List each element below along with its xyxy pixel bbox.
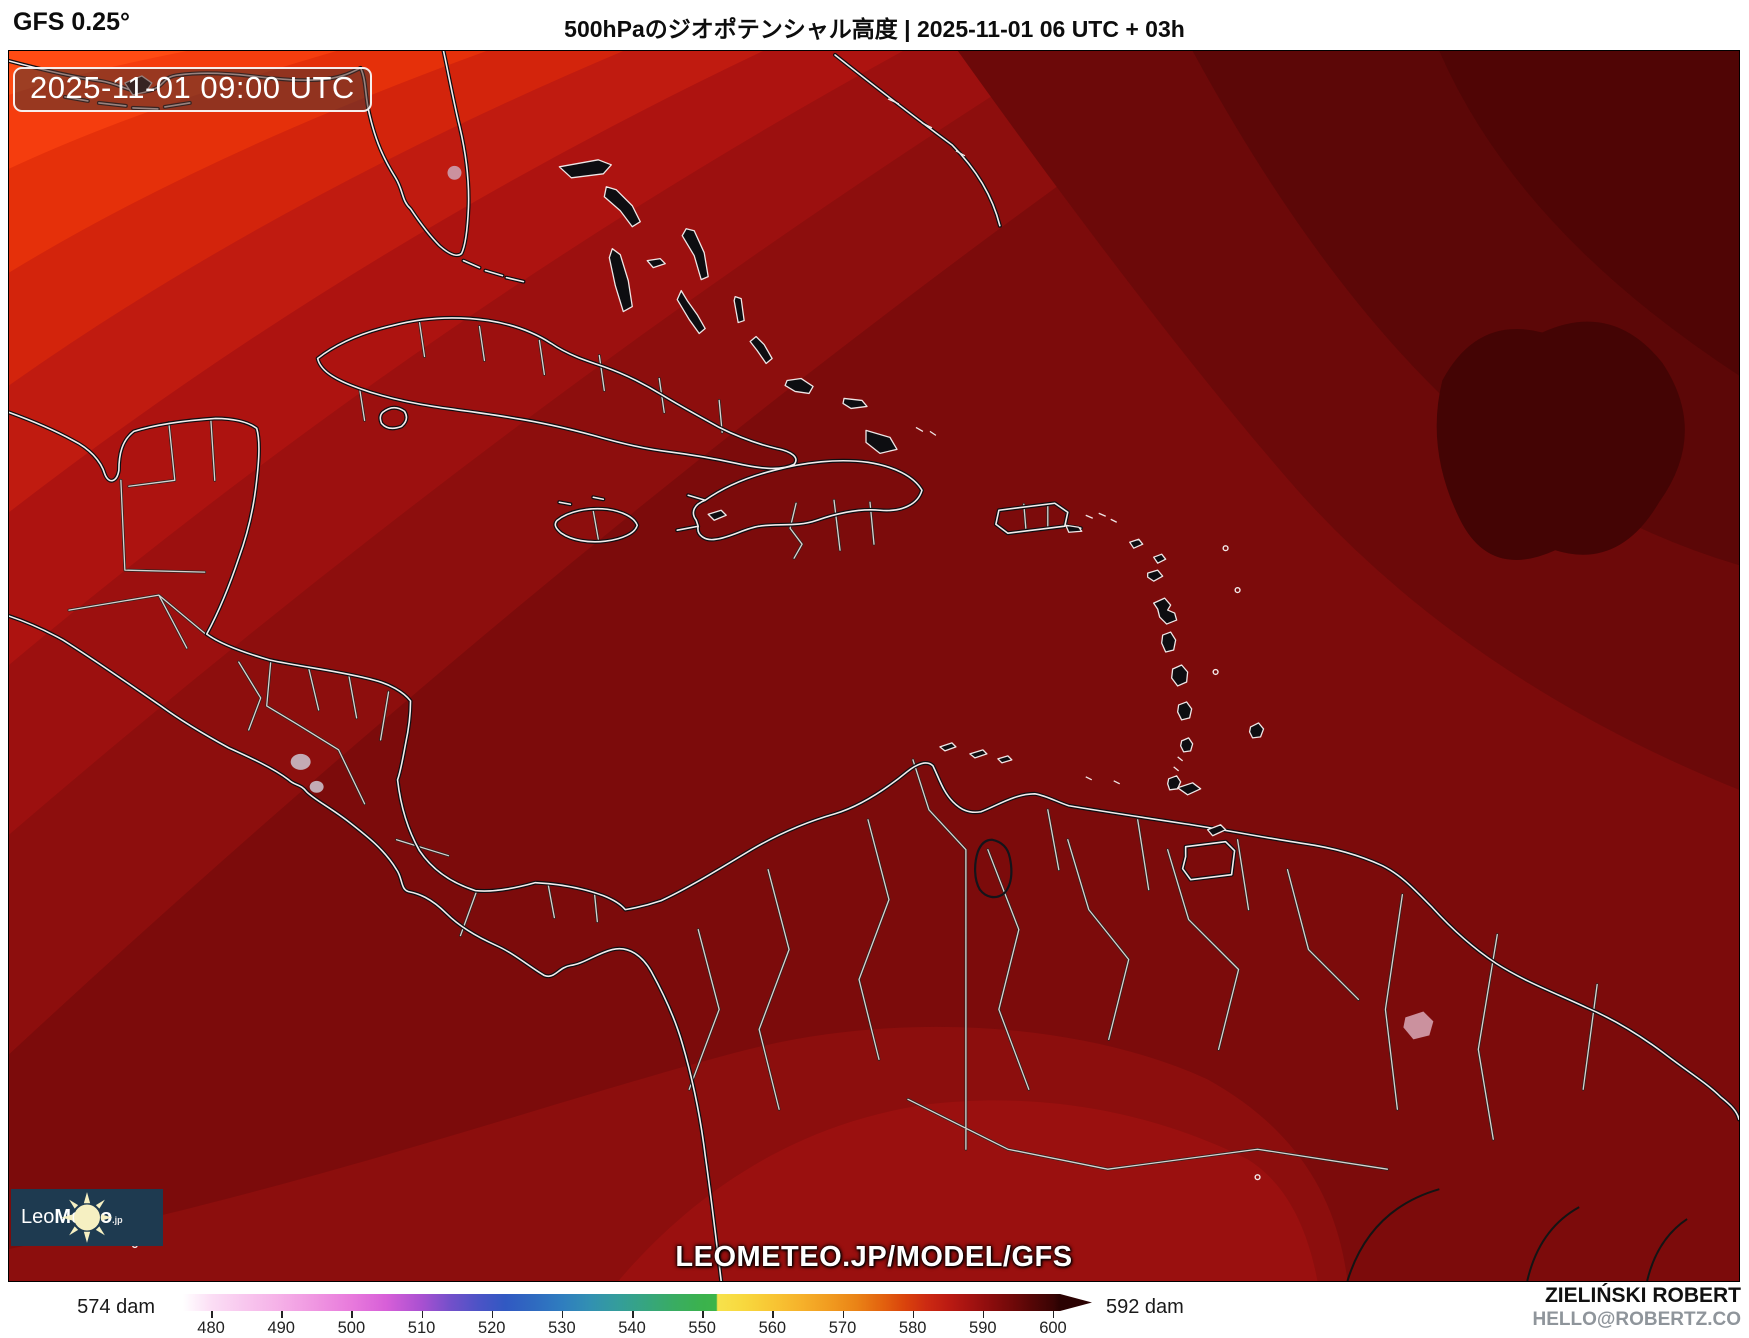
credits-block: ZIELIŃSKI ROBERT HELLO@ROBERTZ.CO: [1532, 1284, 1741, 1332]
colorbar-tick: [632, 1311, 634, 1318]
colorbar-tick-label: 590: [969, 1319, 997, 1337]
colorbar-tick-label: 530: [548, 1319, 576, 1337]
map-canvas: [9, 51, 1739, 1281]
river-lines: [1346, 1188, 1688, 1281]
colorbar-footer: 574 dam 480 490 500 510 520 530 540 550 560 570 58…: [0, 1282, 1749, 1338]
colorbar-tick: [491, 1311, 494, 1318]
colorbar-tick: [842, 1311, 844, 1318]
page-title: 500hPaのジオポテンシャル高度 | 2025-11-01 06 UTC + …: [564, 16, 1185, 42]
colorbar-tick: [281, 1311, 283, 1318]
colorbar-tick-label: 580: [898, 1319, 927, 1337]
timestamp-badge: 2025-11-01 09:00 UTC: [13, 67, 372, 112]
coastlines: [9, 51, 1739, 1281]
colorbar-tick-label: 550: [688, 1319, 716, 1337]
colorbar-left-value: 574 dam: [77, 1296, 155, 1318]
colorbar-tick-label: 570: [828, 1319, 857, 1337]
colorbar-tick-label: 540: [618, 1319, 646, 1337]
credit-email: HELLO@ROBERTZ.CO: [1532, 1309, 1741, 1330]
colorbar-tick: [561, 1311, 564, 1318]
colorbar-tick-label: 480: [197, 1319, 225, 1337]
leometeo-logo: LeoMeteo.jp: [11, 1189, 163, 1246]
colorbar-gradient: [168, 1294, 1092, 1311]
lake-maracaibo-outline: [974, 838, 1013, 899]
colorbar-tick-label: 520: [477, 1319, 506, 1337]
colorbar-tick: [702, 1311, 704, 1318]
colorbar-tick-label: 490: [267, 1319, 295, 1337]
height-field-bands: [9, 51, 1739, 1281]
credit-name: ZIELIŃSKI ROBERT: [1544, 1284, 1741, 1307]
lake-spots: [290, 165, 1434, 1040]
colorbar-tick: [211, 1311, 213, 1318]
colorbar-tick: [421, 1311, 424, 1318]
sun-icon: [61, 1192, 113, 1243]
geopotential-map: 2025-11-01 09:00 UTC: [8, 50, 1740, 1282]
colorbar-tick: [351, 1311, 353, 1318]
colorbar-tick-label: 560: [758, 1319, 787, 1337]
colorbar-tick-label: 600: [1039, 1319, 1067, 1337]
colorbar-right-value: 592 dam: [1106, 1296, 1184, 1318]
site-watermark: LEOMETEO.JP/MODEL/GFS: [675, 1241, 1073, 1273]
colorbar-tick-label: 510: [407, 1319, 436, 1337]
colorbar-tick-label: 500: [337, 1319, 366, 1337]
colorbar-tick: [1052, 1311, 1055, 1318]
colorbar-tick: [772, 1311, 774, 1318]
colorbar-tick: [982, 1311, 985, 1318]
colorbar-tick: [912, 1311, 915, 1318]
model-label: GFS 0.25°: [13, 8, 130, 36]
